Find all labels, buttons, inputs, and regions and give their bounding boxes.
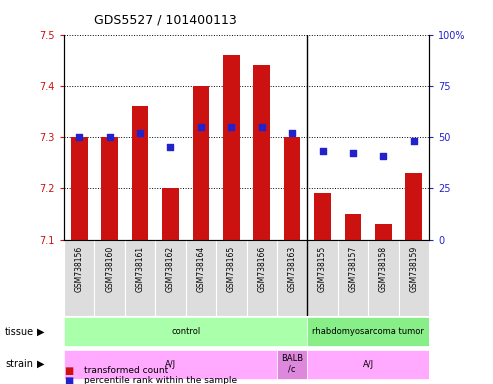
- Bar: [102, 137, 118, 240]
- Bar: [193, 86, 209, 240]
- Point: [258, 124, 266, 130]
- Text: GSM738162: GSM738162: [166, 246, 175, 292]
- Bar: [186, 240, 216, 316]
- Text: percentile rank within the sample: percentile rank within the sample: [84, 376, 237, 384]
- Bar: [155, 240, 186, 316]
- Bar: [277, 240, 307, 316]
- Point: [136, 130, 144, 136]
- Point: [349, 151, 357, 157]
- Bar: [277, 349, 307, 379]
- Bar: [338, 240, 368, 316]
- Text: ■: ■: [64, 376, 73, 384]
- Text: strain: strain: [5, 359, 33, 369]
- Bar: [284, 137, 300, 240]
- Bar: [368, 240, 398, 316]
- Text: GSM738166: GSM738166: [257, 246, 266, 292]
- Bar: [64, 240, 95, 316]
- Bar: [246, 240, 277, 316]
- Text: GSM738157: GSM738157: [349, 246, 357, 292]
- Bar: [132, 106, 148, 240]
- Text: tissue: tissue: [5, 327, 34, 337]
- Text: GSM738163: GSM738163: [287, 246, 297, 292]
- Point: [318, 148, 326, 154]
- Point: [75, 134, 83, 140]
- Bar: [375, 224, 391, 240]
- Bar: [307, 317, 429, 346]
- Text: ▶: ▶: [36, 327, 44, 337]
- Bar: [95, 240, 125, 316]
- Text: transformed count: transformed count: [84, 366, 168, 375]
- Text: GSM738161: GSM738161: [136, 246, 144, 292]
- Text: ■: ■: [64, 366, 73, 376]
- Point: [167, 144, 175, 151]
- Text: GSM738159: GSM738159: [409, 246, 418, 292]
- Bar: [64, 317, 307, 346]
- Bar: [398, 240, 429, 316]
- Bar: [345, 214, 361, 240]
- Bar: [216, 240, 246, 316]
- Bar: [253, 65, 270, 240]
- Point: [106, 134, 113, 140]
- Text: rhabdomyosarcoma tumor: rhabdomyosarcoma tumor: [312, 327, 424, 336]
- Text: A/J: A/J: [362, 359, 374, 369]
- Text: GSM738164: GSM738164: [196, 246, 206, 292]
- Point: [197, 124, 205, 130]
- Bar: [307, 349, 429, 379]
- Text: GSM738158: GSM738158: [379, 246, 388, 292]
- Bar: [405, 173, 422, 240]
- Text: BALB
/c: BALB /c: [281, 354, 303, 374]
- Bar: [223, 55, 240, 240]
- Point: [410, 138, 418, 144]
- Bar: [64, 349, 277, 379]
- Text: GSM738160: GSM738160: [105, 246, 114, 292]
- Bar: [162, 188, 179, 240]
- Text: GSM738155: GSM738155: [318, 246, 327, 292]
- Point: [227, 124, 235, 130]
- Text: GSM738165: GSM738165: [227, 246, 236, 292]
- Text: ▶: ▶: [36, 359, 44, 369]
- Point: [380, 152, 387, 159]
- Bar: [314, 194, 331, 240]
- Text: GDS5527 / 101400113: GDS5527 / 101400113: [94, 14, 237, 27]
- Bar: [307, 240, 338, 316]
- Text: A/J: A/J: [165, 359, 176, 369]
- Bar: [71, 137, 88, 240]
- Text: GSM738156: GSM738156: [75, 246, 84, 292]
- Bar: [125, 240, 155, 316]
- Text: control: control: [171, 327, 200, 336]
- Point: [288, 130, 296, 136]
